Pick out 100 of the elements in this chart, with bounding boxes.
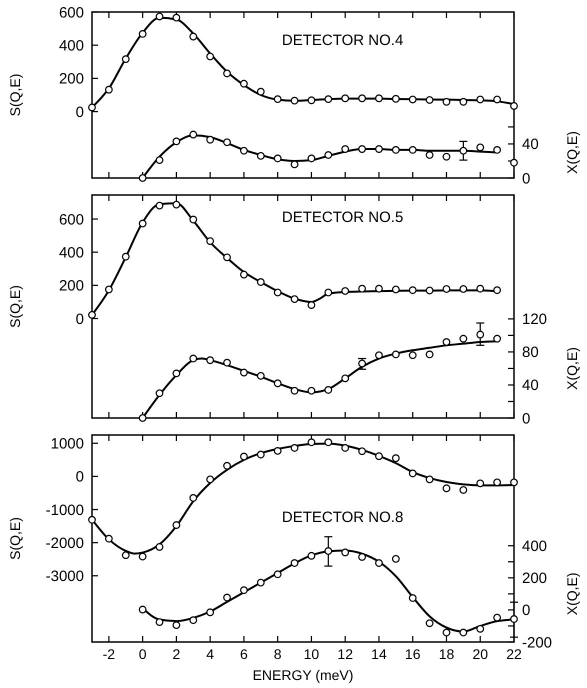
- point: [392, 350, 400, 358]
- point: [156, 389, 164, 398]
- point: [138, 30, 147, 38]
- point: [308, 552, 316, 560]
- point: [172, 370, 180, 378]
- point: [189, 216, 198, 224]
- point: [375, 559, 383, 567]
- point: [290, 96, 298, 105]
- point: [240, 452, 248, 460]
- annotation: DETECTOR NO.4: [282, 32, 404, 50]
- point: [341, 145, 350, 153]
- point: [122, 551, 130, 560]
- point: [459, 146, 468, 155]
- point: [459, 98, 468, 106]
- point: [392, 94, 400, 103]
- point: [510, 158, 518, 167]
- point: [459, 628, 468, 636]
- point: [274, 570, 282, 578]
- point: [375, 145, 383, 153]
- point: [308, 154, 316, 162]
- point: [274, 379, 282, 388]
- y-tick-label: 400: [58, 37, 84, 54]
- x-tick-label: 2: [172, 646, 180, 662]
- y-tick-label: 600: [58, 211, 84, 228]
- point: [156, 156, 164, 164]
- point: [426, 475, 434, 484]
- y2-tick-label: -200: [522, 634, 552, 652]
- point: [240, 80, 248, 88]
- point: [104, 86, 113, 94]
- point: [392, 554, 400, 563]
- point: [240, 146, 248, 155]
- point: [442, 152, 450, 161]
- y-tick-label: 0: [76, 104, 84, 121]
- point: [341, 374, 350, 382]
- point: [358, 360, 366, 368]
- x-axis-title: ENERGY (meV): [252, 667, 354, 683]
- x-tick-label: 8: [274, 646, 282, 662]
- point: [256, 88, 265, 96]
- point: [156, 618, 164, 626]
- point: [408, 96, 417, 104]
- y-tick-label: -3000: [46, 568, 84, 586]
- point: [274, 154, 282, 162]
- point: [274, 288, 282, 296]
- y-tick-label: 400: [58, 244, 84, 262]
- point: [476, 96, 484, 104]
- point: [408, 351, 417, 360]
- y2-tick-label: 120: [522, 311, 548, 328]
- point: [206, 475, 214, 484]
- point: [358, 145, 366, 153]
- point: [189, 494, 198, 502]
- point: [341, 444, 350, 452]
- y-tick-label: 0: [76, 310, 84, 328]
- point: [324, 547, 332, 555]
- point: [290, 559, 298, 567]
- point: [172, 521, 180, 529]
- x-tick-label: 22: [506, 646, 522, 662]
- point: [223, 358, 231, 367]
- y2-tick-label: 400: [522, 538, 548, 555]
- point: [122, 252, 130, 261]
- point: [392, 286, 400, 294]
- point: [426, 619, 434, 628]
- point: [256, 372, 265, 380]
- point: [476, 143, 484, 152]
- point: [426, 96, 434, 104]
- point: [223, 462, 231, 470]
- point: [122, 55, 130, 64]
- x-tick-label: 16: [404, 646, 421, 662]
- point: [442, 338, 450, 346]
- point: [189, 616, 198, 624]
- y-tick-label: 200: [58, 70, 84, 88]
- x-tick-label: 20: [472, 646, 488, 662]
- point: [459, 285, 468, 293]
- y-tick-label: -2000: [46, 534, 84, 552]
- point: [240, 270, 248, 278]
- point: [392, 146, 400, 154]
- point: [510, 478, 518, 486]
- point: [138, 606, 147, 614]
- point: [308, 438, 316, 446]
- point: [88, 104, 96, 112]
- point: [206, 237, 214, 245]
- point: [308, 96, 316, 104]
- point: [308, 301, 316, 309]
- point: [172, 14, 180, 22]
- point: [324, 151, 332, 159]
- point: [426, 350, 434, 358]
- x-tick-label: 6: [240, 646, 248, 662]
- point: [156, 543, 164, 551]
- point: [138, 552, 147, 560]
- point: [324, 288, 332, 296]
- y-axis-title: S(Q,E): [7, 74, 23, 116]
- point: [341, 287, 350, 295]
- point: [172, 137, 180, 146]
- point: [223, 138, 231, 146]
- point: [324, 386, 332, 394]
- point: [510, 102, 518, 110]
- point: [408, 146, 417, 154]
- point: [459, 486, 468, 494]
- point: [358, 553, 366, 561]
- x-tick-label: -2: [102, 646, 116, 662]
- point: [476, 284, 484, 293]
